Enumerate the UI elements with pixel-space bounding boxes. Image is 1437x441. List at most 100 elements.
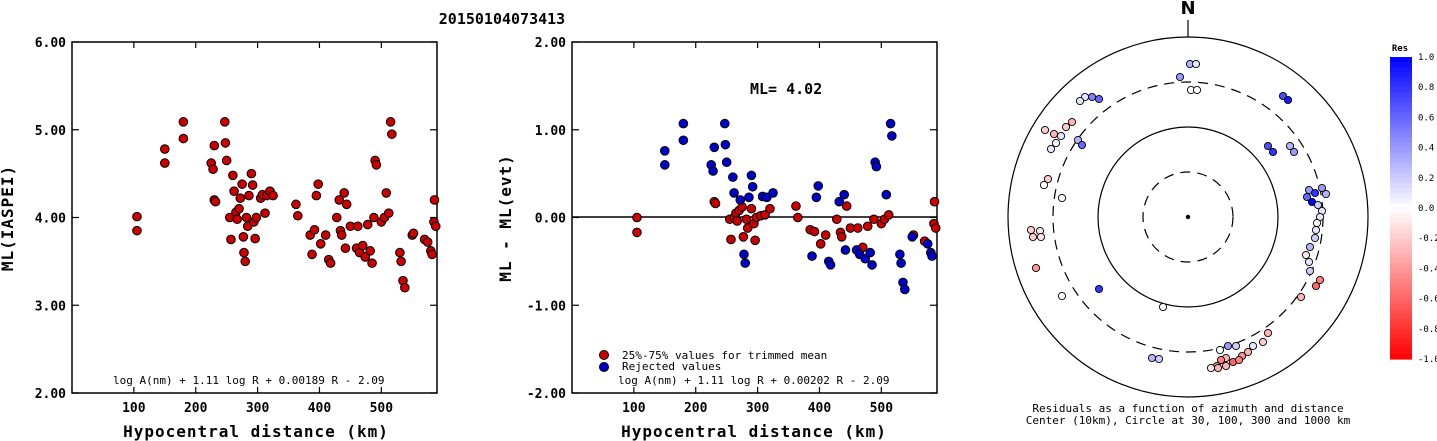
data-point	[385, 117, 396, 127]
colorbar-tick-label: -1.0	[1418, 355, 1437, 365]
formula-label: log A(nm) + 1.11 log R + 0.00202 R - 2.0…	[618, 374, 890, 387]
station-residual-point	[1158, 302, 1168, 312]
data-point	[178, 117, 189, 127]
data-point	[365, 246, 375, 256]
station-residual-point	[1268, 147, 1278, 157]
colorbar-segment	[1390, 162, 1412, 169]
trimmed-point	[862, 221, 873, 232]
colorbar-segment	[1390, 172, 1412, 179]
station-residual-point	[1312, 218, 1322, 228]
data-point	[228, 170, 238, 181]
data-point	[250, 233, 260, 244]
colorbar-segment	[1390, 338, 1412, 345]
rejected-point	[709, 142, 720, 153]
rejected-point	[871, 161, 882, 172]
data-point	[293, 210, 303, 221]
colorbar-segment	[1390, 192, 1412, 199]
rejected-point	[813, 181, 824, 191]
trimmed-point	[869, 214, 879, 225]
rejected-point	[881, 189, 892, 200]
colorbar-segment	[1390, 273, 1412, 280]
ring-100km	[1097, 126, 1279, 308]
data-point	[320, 230, 331, 240]
colorbar-segment	[1390, 147, 1412, 154]
rejected-point	[747, 181, 758, 192]
rejected-point	[678, 135, 689, 146]
north-label: N	[1180, 0, 1195, 19]
station-residual-point	[1248, 341, 1258, 351]
data-point	[229, 186, 239, 196]
data-point	[371, 160, 382, 170]
data-point	[132, 211, 142, 222]
colorbar-segment	[1390, 132, 1412, 139]
data-point	[159, 158, 170, 168]
colorbar-segment	[1390, 177, 1412, 184]
colorbar-segment	[1390, 233, 1412, 239]
colorbar-segment	[1390, 182, 1412, 189]
rejected-point	[834, 196, 845, 207]
colorbar-segment	[1390, 313, 1412, 320]
rejected-point	[735, 195, 746, 205]
rejected-point	[720, 118, 730, 129]
trimmed-point	[831, 214, 842, 225]
station-residual-point	[1094, 284, 1104, 294]
station-residual-point	[1154, 354, 1164, 364]
y-tick-label: 5.00	[35, 124, 66, 139]
data-point	[395, 247, 405, 258]
y-tick-label: 2.00	[35, 387, 66, 402]
rejected-point	[885, 118, 896, 129]
data-point	[239, 247, 249, 258]
data-point	[315, 239, 326, 249]
station-residual-point	[1310, 188, 1320, 198]
colorbar-tick-label: 1.0	[1418, 53, 1434, 63]
colorbar-tick-label: 0.0	[1418, 204, 1434, 214]
colorbar-segment	[1390, 328, 1412, 335]
rejected-point	[807, 251, 817, 261]
y-tick-label: -1.00	[527, 299, 566, 314]
colorbar-segment	[1390, 243, 1412, 249]
station-residual-point	[1296, 292, 1306, 302]
station-residual-point	[1283, 95, 1293, 105]
rejected-point	[907, 232, 918, 242]
colorbar-segment	[1390, 293, 1412, 300]
x-tick-label: 500	[370, 401, 394, 416]
data-point	[209, 140, 220, 151]
station-residual-point	[1304, 257, 1314, 267]
station-residual-point	[1175, 72, 1185, 82]
colorbar-segment	[1390, 278, 1412, 285]
station-residual-point	[1077, 140, 1087, 150]
trimmed-point	[760, 210, 770, 220]
data-point	[260, 208, 270, 218]
colorbar-segment	[1390, 253, 1412, 259]
station-residual-point	[1313, 200, 1323, 210]
x-tick-label: 300	[746, 401, 770, 416]
colorbar-segment	[1390, 298, 1412, 305]
data-point	[381, 188, 392, 198]
colorbar-segment	[1390, 202, 1412, 209]
colorbar-segment	[1390, 263, 1412, 269]
y-tick-label: 3.00	[35, 299, 66, 314]
data-point	[309, 224, 320, 235]
ml-label: ML= 4.02	[750, 80, 822, 98]
data-point	[226, 234, 236, 245]
rejected-point	[887, 131, 897, 141]
rejected-point	[896, 258, 906, 268]
station-residual-point	[1243, 347, 1253, 357]
data-point	[362, 219, 373, 230]
trimmed-point	[738, 232, 749, 242]
colorbar-segment	[1390, 208, 1412, 214]
trimmed-point	[929, 196, 940, 207]
center-dot	[1185, 214, 1191, 220]
x-axis-label: Hypocentral distance (km)	[123, 422, 389, 441]
data-point	[246, 168, 257, 179]
station-residual-point	[1234, 355, 1244, 365]
colorbar-segment	[1390, 122, 1412, 129]
rejected-point	[740, 258, 751, 268]
data-point	[340, 243, 351, 254]
data-point	[251, 212, 262, 223]
station-residual-point	[1223, 341, 1233, 351]
data-point	[430, 221, 441, 232]
colorbar-tick-label: 0.6	[1418, 113, 1434, 123]
colorbar-segment	[1390, 142, 1412, 149]
station-residual-point	[1046, 144, 1056, 154]
